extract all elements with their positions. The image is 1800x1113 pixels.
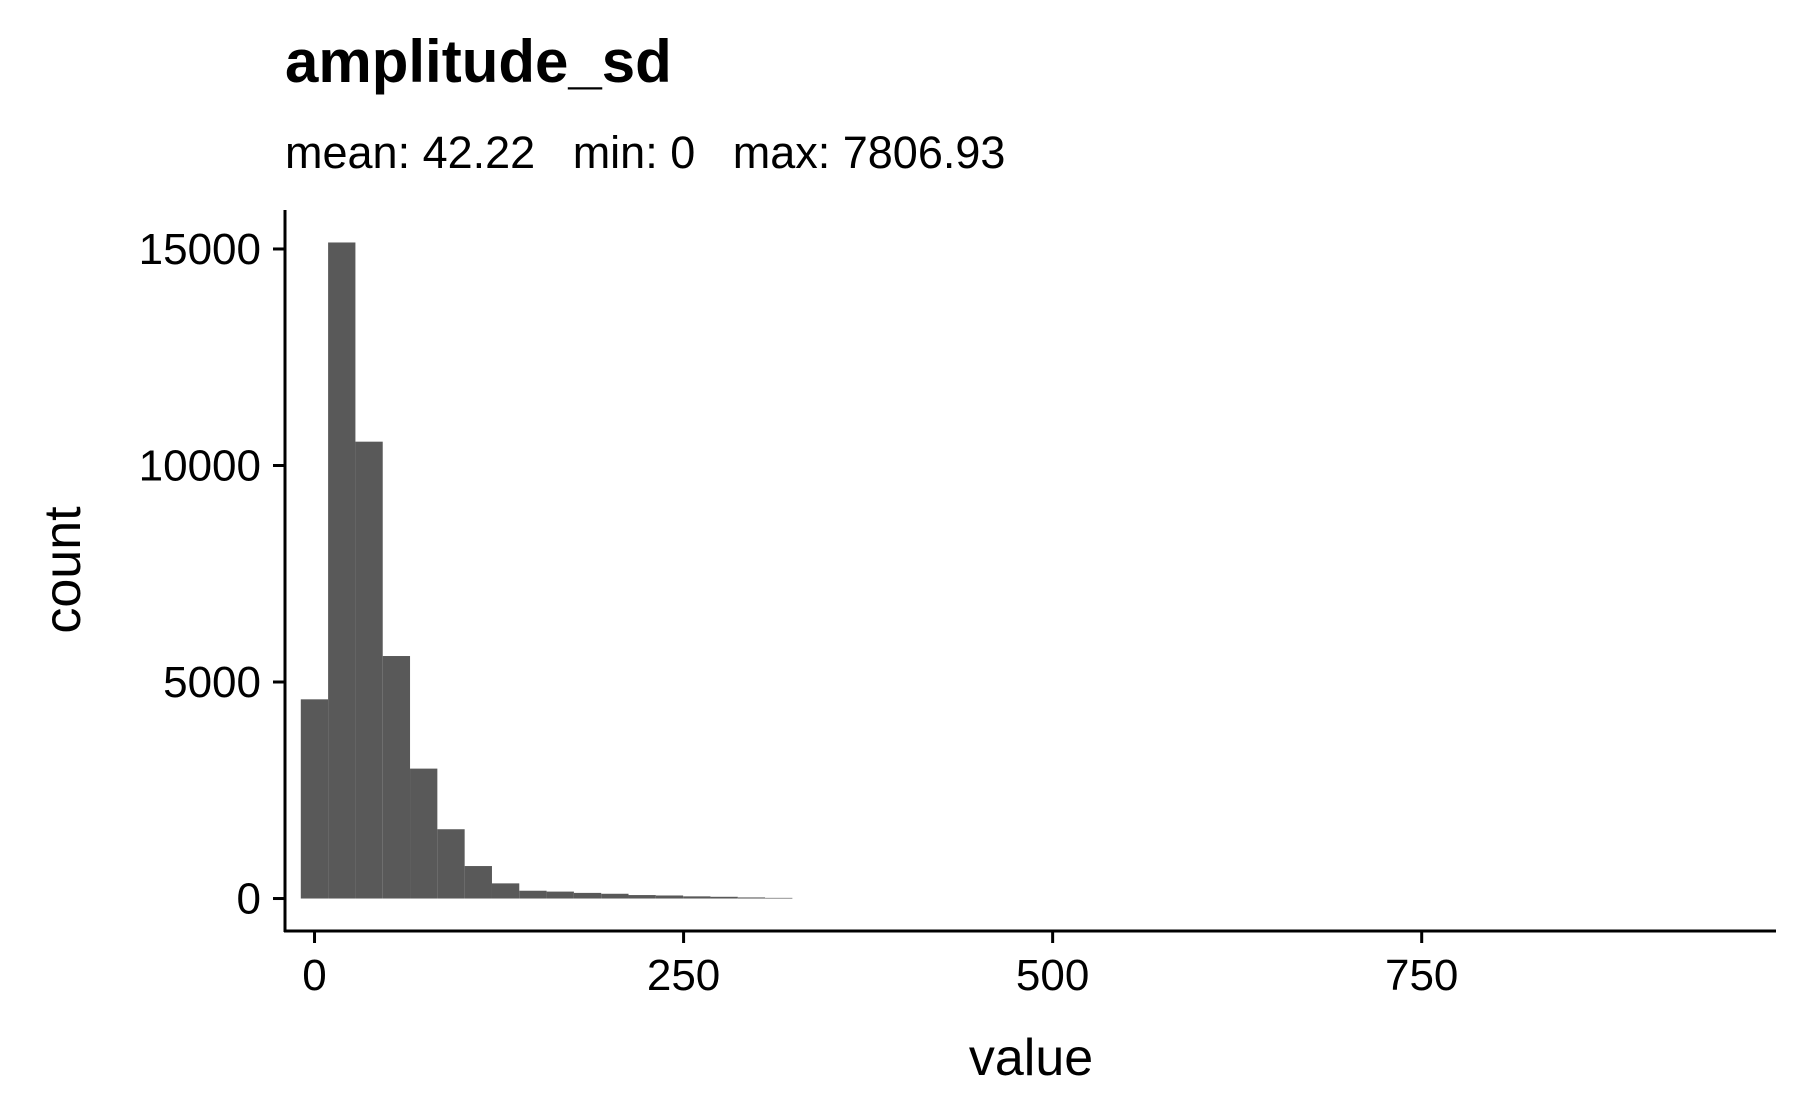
- histogram-bar: [765, 897, 793, 899]
- x-tick-label: 500: [1016, 951, 1089, 1000]
- x-axis-title: value: [969, 1029, 1093, 1087]
- histogram-bar: [355, 441, 383, 899]
- histogram-bar: [546, 891, 574, 899]
- y-tick-label: 5000: [163, 658, 261, 707]
- histogram-bar: [410, 768, 438, 899]
- histogram-bar: [710, 896, 738, 899]
- histogram-bars: [300, 242, 793, 899]
- y-tick-label: 10000: [139, 441, 261, 490]
- x-tick-label: 750: [1385, 951, 1458, 1000]
- histogram-bar: [655, 895, 684, 899]
- x-axis-ticks: 0 250 500 750: [302, 931, 1458, 1000]
- histogram-bar: [601, 893, 629, 899]
- x-tick-label: 250: [647, 951, 720, 1000]
- y-axis-title: count: [34, 506, 92, 634]
- histogram-bar: [382, 656, 411, 899]
- histogram-bar: [300, 699, 329, 899]
- y-tick-label: 15000: [139, 225, 261, 274]
- chart-title: amplitude_sd: [285, 28, 672, 95]
- x-tick-label: 0: [302, 951, 326, 1000]
- chart-subtitle: mean: 42.22 min: 0 max: 7806.93: [285, 127, 1005, 178]
- histogram-bar: [464, 866, 492, 899]
- histogram-bar: [737, 897, 766, 899]
- histogram-bar: [328, 242, 356, 899]
- histogram-bar: [437, 829, 465, 899]
- histogram-bar: [491, 883, 520, 899]
- histogram-bar: [683, 896, 711, 899]
- histogram-bar: [519, 890, 547, 899]
- histogram-bar: [628, 895, 656, 899]
- y-axis-ticks: 0 5000 10000 15000: [139, 225, 285, 924]
- histogram-bar: [573, 892, 602, 899]
- y-tick-label: 0: [237, 875, 261, 924]
